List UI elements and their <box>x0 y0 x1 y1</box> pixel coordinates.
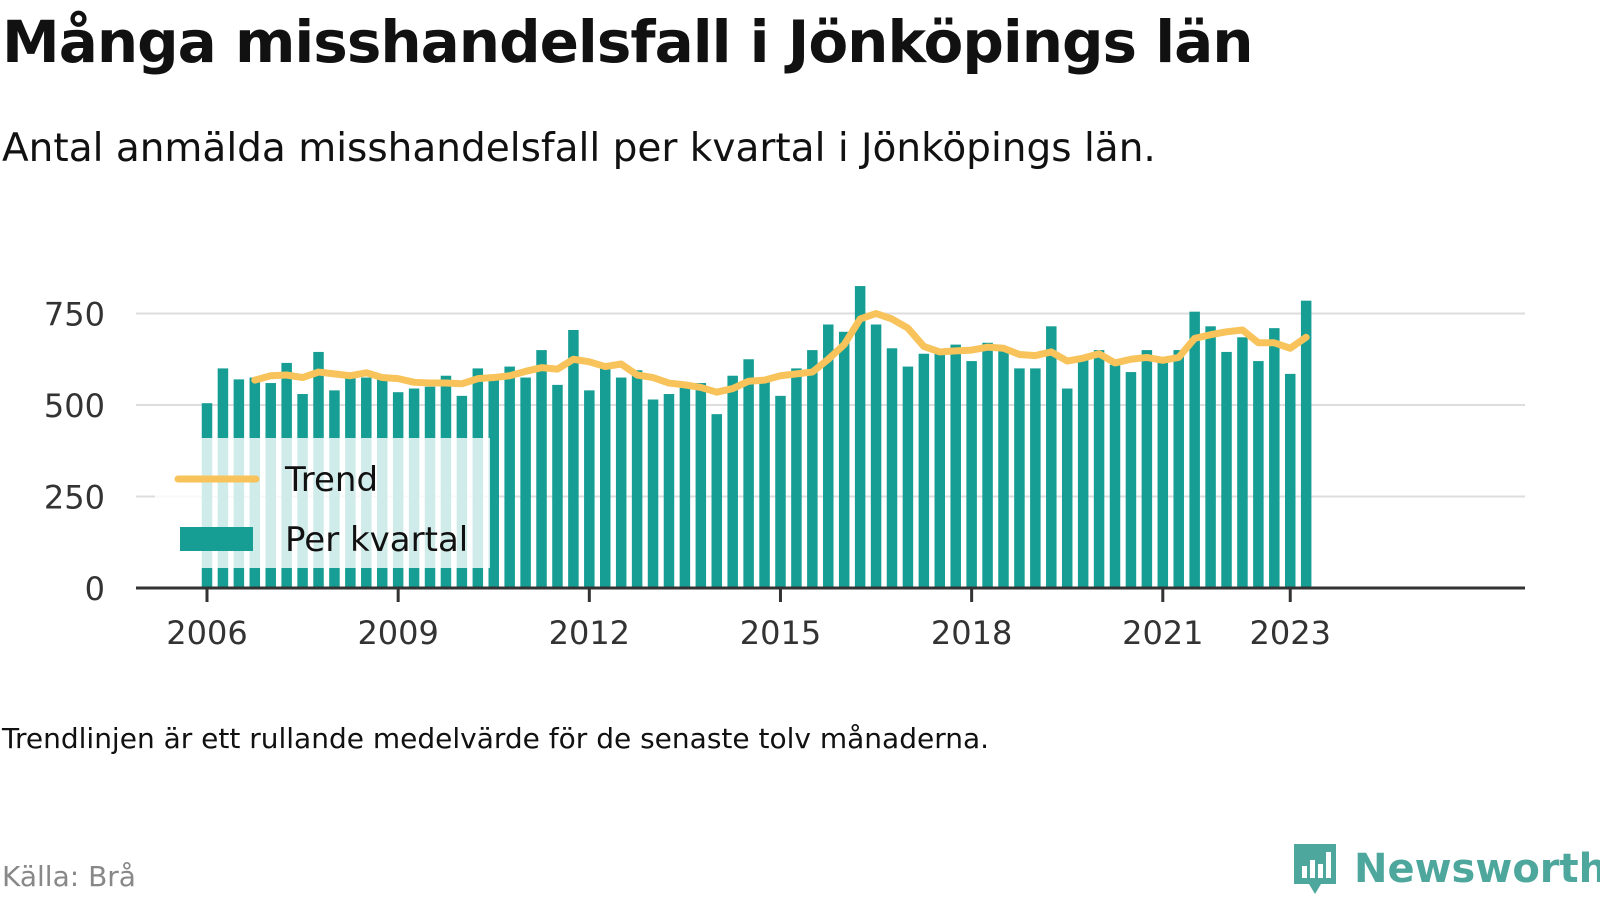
bar <box>1061 388 1073 588</box>
bar <box>1046 326 1057 588</box>
bar <box>1253 361 1264 588</box>
bar <box>504 366 515 588</box>
bar <box>982 342 993 588</box>
bar <box>775 395 786 588</box>
x-tick-label: 2009 <box>357 614 438 652</box>
brand-name: Newsworthy <box>1354 846 1600 892</box>
bar <box>759 381 770 588</box>
bar <box>870 324 882 588</box>
brand-logo: Newsworthy <box>1290 840 1600 898</box>
x-tick-label: 2021 <box>1122 614 1203 652</box>
y-tick-label: 750 <box>44 296 105 334</box>
bar <box>711 414 723 588</box>
bar <box>1077 359 1089 588</box>
bar <box>520 377 531 588</box>
legend: Trend Per kvartal <box>155 438 490 568</box>
bar <box>1093 350 1105 588</box>
bar <box>791 368 802 588</box>
chart-subtitle: Antal anmälda misshandelsfall per kvarta… <box>2 126 1156 171</box>
bar <box>663 394 675 588</box>
bar <box>584 390 595 588</box>
bar <box>727 375 738 588</box>
bar <box>854 286 866 588</box>
bar <box>1284 373 1296 588</box>
trend-line <box>251 310 1310 396</box>
bar <box>934 353 946 588</box>
bar <box>1300 300 1312 588</box>
x-tick-label: 2018 <box>931 614 1012 652</box>
footnote: Trendlinjen är ett rullande medelvärde f… <box>2 722 990 755</box>
bar <box>950 344 961 588</box>
y-tick-label: 0 <box>85 570 105 608</box>
bar <box>1269 328 1280 588</box>
chart: Trend Per kvartal 0 250 500 750 2006 2009 201… <box>44 286 1525 652</box>
bar <box>1205 326 1216 588</box>
bar <box>838 331 850 588</box>
bar <box>807 350 818 588</box>
bar <box>1237 337 1248 588</box>
bar <box>1221 351 1232 588</box>
x-tick-label: 2023 <box>1250 614 1331 652</box>
bar <box>1030 368 1041 588</box>
bar <box>647 399 659 588</box>
bar <box>568 329 579 588</box>
bar <box>902 366 914 588</box>
bar <box>679 384 691 588</box>
newsworthy-logo-icon <box>1294 844 1336 894</box>
bar <box>1189 311 1200 588</box>
bar <box>823 324 834 588</box>
bar <box>631 370 643 588</box>
bar <box>998 348 1009 588</box>
bar <box>536 350 547 588</box>
bar <box>1109 364 1121 588</box>
y-tick-label: 250 <box>44 479 105 517</box>
source-credit: Källa: Brå <box>2 860 136 893</box>
bar <box>488 377 499 588</box>
legend-bar-label: Per kvartal <box>285 520 468 560</box>
x-tick-label: 2012 <box>549 614 630 652</box>
bar <box>1173 350 1184 588</box>
y-tick-label: 500 <box>44 387 105 425</box>
legend-trend-label: Trend <box>284 460 378 500</box>
x-tick-label: 2006 <box>166 614 247 652</box>
bar <box>1157 359 1169 588</box>
bar <box>743 359 754 588</box>
chart-title: Många misshandelsfall i Jönköpings län <box>2 8 1254 76</box>
bar <box>695 383 707 588</box>
legend-bar-swatch <box>180 527 253 551</box>
bar <box>615 377 627 588</box>
bar <box>918 353 930 588</box>
bar <box>966 361 977 588</box>
bar <box>1125 372 1137 588</box>
y-axis-ticks: 0 250 500 750 <box>44 296 105 609</box>
bar <box>552 384 563 588</box>
bar <box>1141 350 1153 588</box>
bar <box>600 366 611 588</box>
bar <box>1014 368 1025 588</box>
x-axis-ticks: 2006 2009 2012 2015 2018 2021 2023 <box>166 588 1331 652</box>
bar <box>886 348 898 588</box>
x-tick-label: 2015 <box>740 614 821 652</box>
